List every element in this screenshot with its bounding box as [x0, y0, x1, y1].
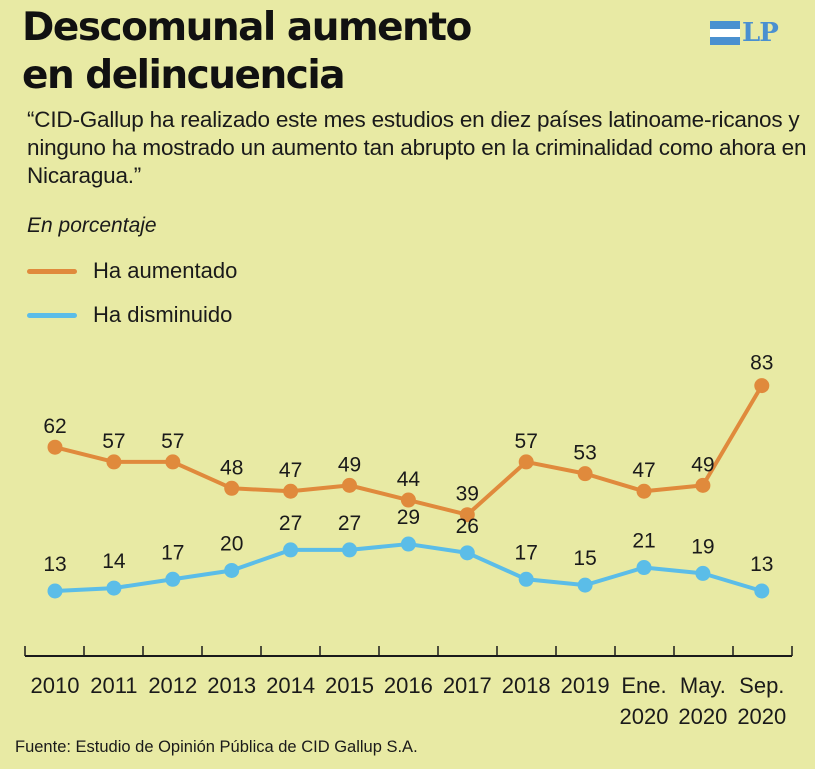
data-label: 39	[456, 483, 479, 506]
data-label: 47	[279, 459, 302, 482]
data-label: 19	[691, 535, 714, 558]
data-point	[636, 483, 652, 499]
flag-icon	[710, 21, 740, 45]
source-note: Fuente: Estudio de Opinión Pública de CI…	[15, 738, 418, 756]
data-label: 48	[220, 456, 243, 479]
x-tick-label: 2018	[502, 673, 551, 698]
data-point	[283, 483, 299, 499]
data-point	[106, 580, 122, 596]
data-label: 57	[161, 430, 184, 453]
data-label: 57	[102, 430, 125, 453]
data-point	[695, 565, 711, 581]
logo: LP	[710, 18, 790, 48]
data-label: 49	[691, 453, 714, 476]
x-tick-label: 2016	[384, 673, 433, 698]
x-tick-label: May.	[680, 673, 726, 698]
data-point	[459, 545, 475, 561]
quote-text: “CID-Gallup ha realizado este mes estudi…	[27, 107, 807, 188]
x-tick-label: 2020	[678, 704, 727, 729]
data-label: 26	[456, 515, 479, 538]
x-tick-label: 2012	[148, 673, 197, 698]
data-label: 15	[573, 547, 596, 570]
data-label: 47	[632, 459, 655, 482]
x-tick-label: 2017	[443, 673, 492, 698]
legend-label-disminuido: Ha disminuido	[93, 302, 233, 327]
data-label: 62	[43, 415, 66, 438]
logo-text: LP	[742, 18, 779, 48]
x-tick-label: Ene.	[621, 673, 666, 698]
data-point	[695, 477, 711, 493]
data-point	[342, 542, 357, 558]
data-point	[283, 542, 299, 558]
data-point	[106, 454, 122, 470]
x-tick-label: 2020	[620, 704, 669, 729]
data-point	[754, 378, 770, 394]
data-point	[577, 577, 593, 593]
x-tick-label: 2013	[207, 673, 256, 698]
data-label: 13	[750, 553, 773, 576]
data-point	[459, 507, 475, 523]
data-label: 14	[102, 550, 126, 573]
data-point	[224, 562, 240, 578]
legend-label-aumentado: Ha aumentado	[93, 258, 238, 283]
x-tick-label: 2019	[561, 673, 610, 698]
legend-swatch-disminuido	[27, 313, 77, 318]
x-tick-label: 2015	[325, 673, 374, 698]
x-tick-label: 2020	[737, 704, 786, 729]
data-point	[754, 583, 770, 599]
data-point	[518, 571, 534, 587]
data-point	[577, 466, 593, 482]
data-label: 53	[573, 442, 596, 465]
data-point	[165, 571, 181, 587]
data-label: 17	[515, 541, 538, 564]
data-label: 20	[220, 532, 243, 555]
data-point	[636, 560, 652, 576]
data-label: 21	[632, 530, 655, 553]
data-point	[165, 454, 181, 470]
data-label: 13	[43, 553, 66, 576]
data-label: 27	[279, 512, 302, 535]
data-label: 49	[338, 453, 361, 476]
x-tick-label: 2011	[90, 673, 137, 698]
data-label: 17	[161, 541, 184, 564]
title-line-1: Descomunal aumento	[22, 5, 472, 50]
chart-subtitle: En porcentaje	[27, 214, 157, 237]
data-label: 27	[338, 512, 361, 535]
data-label: 44	[397, 468, 421, 491]
data-point	[342, 477, 357, 493]
data-label: 29	[397, 506, 420, 529]
data-point	[400, 492, 416, 508]
x-tick-label: 2010	[31, 673, 80, 698]
chart-title: Descomunal aumento en delincuencia	[22, 4, 662, 100]
data-point	[47, 439, 63, 455]
data-label: 57	[515, 430, 538, 453]
data-label: 83	[750, 352, 773, 375]
data-point	[518, 454, 534, 470]
legend-swatch-aumentado	[27, 269, 77, 274]
x-tick-label: 2014	[266, 673, 315, 698]
title-line-2: en delincuencia	[22, 53, 346, 98]
x-tick-label: Sep.	[739, 673, 784, 698]
data-point	[400, 536, 416, 552]
data-point	[47, 583, 63, 599]
data-point	[224, 480, 240, 496]
